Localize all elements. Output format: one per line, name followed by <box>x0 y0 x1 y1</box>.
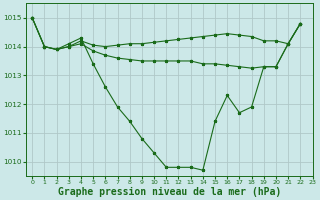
X-axis label: Graphe pression niveau de la mer (hPa): Graphe pression niveau de la mer (hPa) <box>58 186 281 197</box>
